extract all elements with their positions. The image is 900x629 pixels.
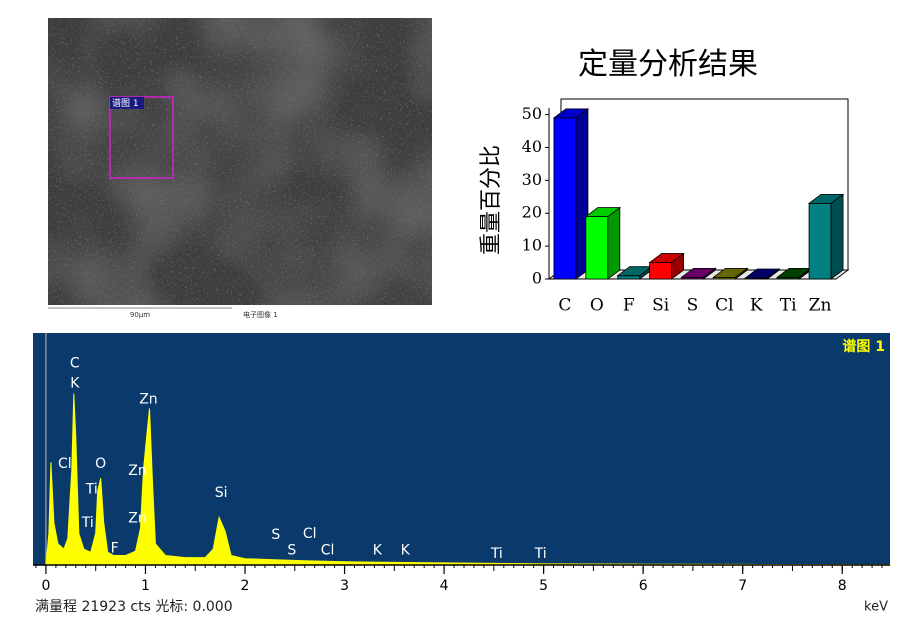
x-tick-label: Ti xyxy=(780,296,797,316)
peak-label: O xyxy=(95,456,106,472)
y-tick-label: 50 xyxy=(522,104,542,123)
x-tick-label: 0 xyxy=(41,578,50,594)
x-tick-label: 6 xyxy=(639,578,648,594)
x-tick-label: 1 xyxy=(141,578,150,594)
spectrum-area xyxy=(45,393,891,566)
y-tick-label: 20 xyxy=(522,203,542,222)
chart-title: 定量分析结果 xyxy=(578,47,758,82)
x-tick-label: K xyxy=(750,296,763,316)
y-tick-label: 0 xyxy=(532,269,542,288)
peak-label: C xyxy=(70,355,80,371)
x-tick-label: 3 xyxy=(340,578,349,594)
x-tick-label: 2 xyxy=(241,578,250,594)
x-tick-label: 4 xyxy=(440,578,449,594)
peak-label: S xyxy=(271,527,280,543)
peak-label: Ti xyxy=(81,515,94,531)
peak-label: Cl xyxy=(321,543,335,559)
peak-label: Cl xyxy=(58,456,72,472)
bar-chart: 定量分析结果 重量百分比 0 10 20 30 40 50 C O F Si S Cl K Ti Zn xyxy=(479,47,850,316)
bar-top xyxy=(552,108,590,119)
bar xyxy=(585,216,609,280)
bar-top xyxy=(712,267,749,278)
peak-label: Si xyxy=(215,485,228,501)
bar-top xyxy=(584,207,622,217)
scale-bar: 90µm xyxy=(130,311,150,319)
peak-label: K xyxy=(70,375,80,391)
bar xyxy=(649,262,673,280)
peak-label: Ti xyxy=(534,546,547,562)
peak-label: F xyxy=(111,540,119,556)
peak-label: Zn xyxy=(139,392,157,408)
bar-top xyxy=(680,267,717,278)
y-tick-label: 40 xyxy=(522,137,542,156)
x-tick-label: O xyxy=(590,296,604,316)
bar xyxy=(617,275,641,280)
x-tick-label: C xyxy=(558,296,571,316)
bar xyxy=(553,117,577,280)
bar-top xyxy=(648,253,685,263)
x-tick-label: S xyxy=(687,296,699,316)
bar-top xyxy=(807,193,845,204)
x-tick-label: 7 xyxy=(738,578,747,594)
y-axis-label: 重量百分比 xyxy=(479,145,504,255)
x-axis-label: keV xyxy=(864,600,888,615)
y-tick-label: 30 xyxy=(522,170,542,189)
x-tick-label: F xyxy=(623,296,635,316)
peak-label: S xyxy=(287,543,296,559)
bar-side xyxy=(607,206,621,280)
x-tick-label: 8 xyxy=(838,578,847,594)
bar-side xyxy=(830,193,844,280)
bar xyxy=(808,202,832,280)
peak-label: K xyxy=(373,543,383,559)
x-tick-label: 5 xyxy=(539,578,548,594)
x-tick-label: Zn xyxy=(809,296,832,316)
x-tick-label: Si xyxy=(652,296,670,316)
sem-image: 谱图 1 90µm 电子图像 1 xyxy=(48,18,432,319)
spectrum-label: 谱图 1 xyxy=(842,338,885,355)
plot-background xyxy=(33,333,890,565)
region-label: 谱图 1 xyxy=(112,97,139,109)
peak-label: Zn xyxy=(128,463,146,479)
peak-label: Zn xyxy=(128,510,146,526)
peak-label: Cl xyxy=(303,526,317,542)
image-caption: 电子图像 1 xyxy=(243,310,278,319)
status-text: 满量程 21923 cts 光标: 0.000 xyxy=(35,599,233,615)
peak-label: Ti xyxy=(85,481,98,497)
bar-top xyxy=(744,268,781,279)
x-tick-label: Cl xyxy=(715,296,733,316)
peak-label: K xyxy=(401,543,411,559)
y-tick-label: 10 xyxy=(522,236,542,255)
peak-label: Ti xyxy=(490,546,503,562)
